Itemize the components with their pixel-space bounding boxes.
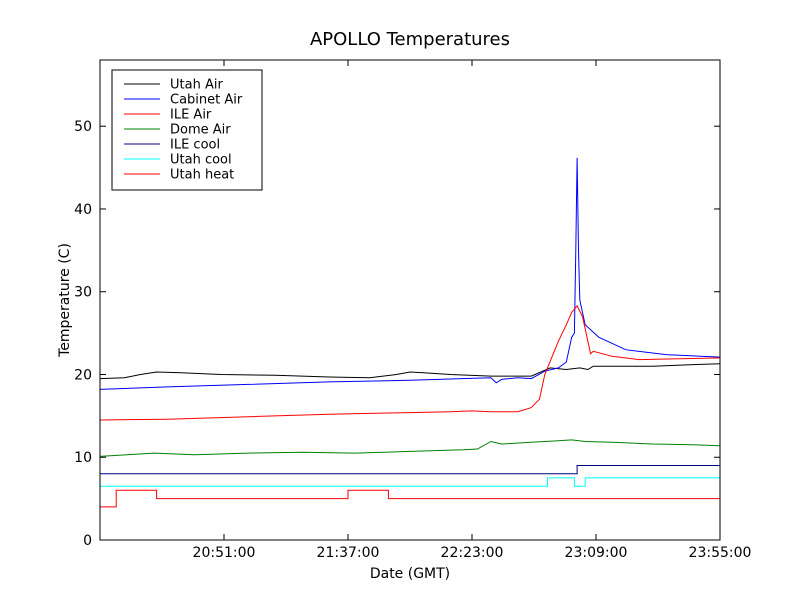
- legend-label: Cabinet Air: [170, 93, 243, 108]
- series-line-cabinet-air: [99, 157, 721, 390]
- series-line-dome-air: [99, 439, 721, 457]
- y-tick-label: 20: [74, 367, 92, 383]
- legend-label: Dome Air: [170, 123, 231, 138]
- series-line-utah-air: [99, 363, 721, 380]
- series-line-utah-heat: [100, 489, 720, 508]
- x-tick-label: 20:51:00: [193, 545, 256, 561]
- y-tick-label: 10: [74, 450, 92, 466]
- x-tick-label: 22:23:00: [441, 545, 504, 561]
- series-line-ile-cool: [100, 465, 720, 475]
- y-tick-label: 0: [83, 533, 92, 549]
- legend-label: Utah cool: [170, 153, 232, 168]
- legend-label: Utah heat: [170, 168, 234, 183]
- legend-label: ILE Air: [170, 108, 212, 123]
- y-tick-label: 40: [74, 202, 92, 218]
- series-layer: [99, 157, 721, 508]
- y-tick-label: 30: [74, 285, 92, 301]
- x-tick-label: 23:09:00: [565, 545, 628, 561]
- x-tick-label: 23:55:00: [689, 545, 752, 561]
- y-tick-label: 50: [74, 119, 92, 135]
- chart-title: APOLLO Temperatures: [310, 29, 510, 50]
- x-axis-label: Date (GMT): [370, 566, 450, 582]
- x-tick-label: 21:37:00: [317, 545, 380, 561]
- plot-frame: [99, 59, 721, 541]
- legend-label: Utah Air: [170, 78, 223, 93]
- series-line-utah-cool: [100, 477, 720, 487]
- legend-label: ILE cool: [170, 138, 220, 153]
- y-axis-label: Temperature (C): [57, 243, 73, 358]
- series-line-ile-air: [99, 304, 721, 421]
- tick-layer: 0 10 20 30 40 50 20:51:00 21:37:00 22:23:00 23:09…: [74, 60, 751, 561]
- legend-box: [111, 69, 263, 191]
